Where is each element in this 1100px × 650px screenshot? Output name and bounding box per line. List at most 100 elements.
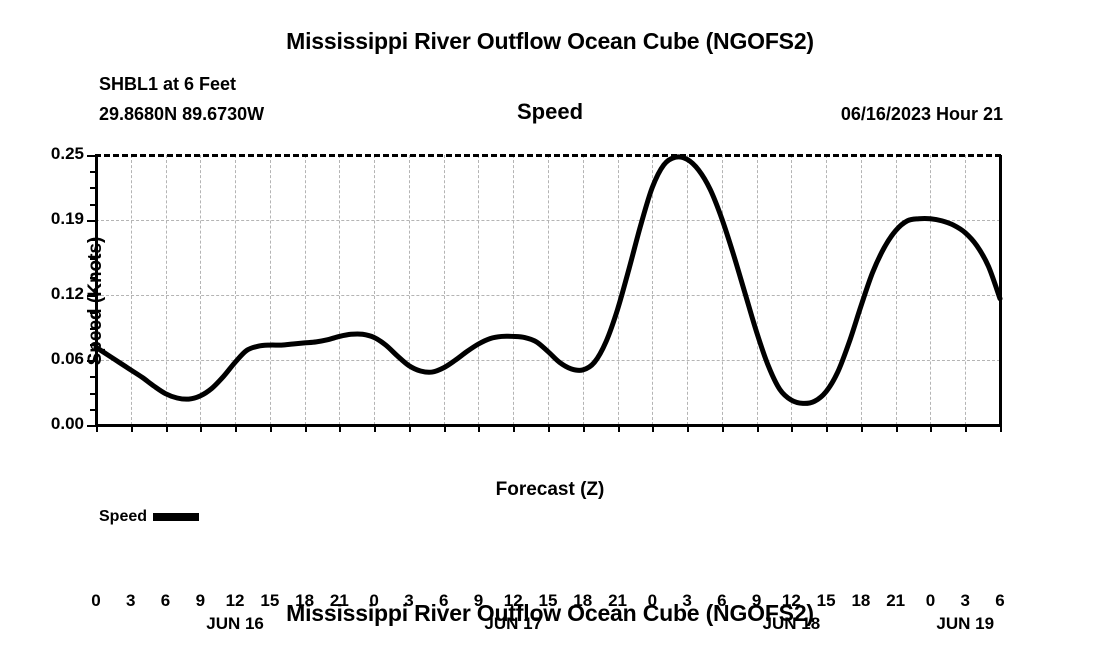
- y-axis-minor-tick: [90, 171, 96, 174]
- x-axis-tick-label: 3: [126, 591, 136, 610]
- y-axis-minor-tick: [90, 203, 96, 206]
- x-axis-tick-label: 15: [816, 591, 836, 610]
- x-axis-tick: [721, 425, 724, 432]
- x-axis-tick-label: 6: [160, 591, 171, 610]
- page-title-bottom: Mississippi River Outflow Ocean Cube (NG…: [286, 600, 814, 626]
- vertical-gridline: [721, 155, 723, 425]
- y-axis-minor-tick: [90, 408, 96, 411]
- x-axis-tick-label: 0: [647, 591, 658, 610]
- x-axis-tick: [617, 425, 620, 432]
- x-axis-tick-label: 21: [608, 591, 627, 610]
- x-axis-tick: [930, 425, 933, 432]
- page-title-top: Mississippi River Outflow Ocean Cube (NG…: [286, 28, 814, 54]
- vertical-gridline: [374, 155, 376, 425]
- y-axis-tick-label: 0.06: [50, 349, 84, 369]
- y-axis-minor-tick: [90, 238, 96, 241]
- x-axis-tick: [1000, 425, 1002, 432]
- vertical-gridline: [548, 155, 549, 425]
- x-axis-tick: [408, 425, 411, 432]
- y-axis-tick: [87, 219, 96, 222]
- y-axis-minor-tick: [90, 311, 96, 314]
- x-axis-tick-label: 0: [369, 591, 379, 610]
- x-axis-tick-label: 12: [225, 591, 245, 610]
- y-axis-minor-tick: [90, 392, 96, 395]
- y-axis-tick-label: 0.19: [50, 208, 84, 228]
- vertical-gridline: [408, 155, 410, 425]
- vertical-gridline: [130, 155, 132, 425]
- vertical-gridline: [443, 155, 445, 425]
- variable-label: Speed: [516, 99, 584, 124]
- x-axis-tick-label: 15: [260, 591, 280, 610]
- x-axis-day-label: JUN 18: [762, 614, 821, 633]
- x-axis-tick: [965, 425, 968, 432]
- x-axis-tick: [130, 425, 133, 432]
- x-axis-tick: [339, 425, 342, 432]
- vertical-gridline: [165, 155, 167, 425]
- x-axis-tick-label: 3: [404, 591, 414, 610]
- x-axis-tick-label: 3: [682, 591, 692, 610]
- x-axis-tick: [791, 425, 794, 432]
- x-axis-tick-label: 6: [995, 591, 1005, 610]
- x-axis-tick: [235, 425, 238, 432]
- vertical-gridline: [791, 155, 793, 425]
- y-axis-minor-tick: [90, 257, 96, 260]
- x-axis-tick-label: 9: [751, 591, 762, 610]
- x-axis-tick-label: 6: [717, 591, 727, 610]
- legend: Speed: [99, 508, 200, 526]
- y-axis-minor-tick: [90, 187, 96, 190]
- x-axis-tick: [96, 425, 98, 432]
- x-axis-tick: [548, 425, 550, 432]
- x-axis-tick: [895, 425, 898, 432]
- horizontal-gridline: [96, 360, 1000, 362]
- x-axis-tick: [304, 425, 307, 432]
- y-axis-tick: [87, 155, 96, 157]
- y-axis-tick: [87, 425, 96, 427]
- vertical-gridline: [304, 155, 306, 425]
- x-axis-tick-label: 9: [473, 591, 484, 610]
- x-axis-tick-label: 12: [781, 591, 801, 610]
- forecast-cycle-label: 06/16/2023 Hour 21: [840, 104, 1003, 124]
- x-axis-tick-label: 18: [851, 591, 871, 610]
- y-axis-tick: [87, 360, 96, 363]
- horizontal-gridline: [96, 295, 1000, 297]
- vertical-gridline: [582, 155, 584, 425]
- x-axis-tick: [860, 425, 863, 432]
- x-axis-day-label: JUN 17: [484, 614, 543, 633]
- plot-border-top: [95, 154, 1001, 157]
- vertical-gridline: [895, 155, 897, 425]
- legend-line-swatch: [153, 513, 200, 521]
- x-axis-tick-label: 21: [329, 591, 349, 610]
- x-axis-tick: [756, 425, 759, 432]
- vertical-gridline: [200, 155, 202, 425]
- x-axis-tick: [443, 425, 446, 432]
- series-svg: [93, 154, 1003, 406]
- x-axis-tick-label: 15: [538, 591, 558, 610]
- x-axis-tick-label: 9: [195, 591, 206, 610]
- vertical-gridline: [652, 155, 654, 425]
- x-axis-tick: [165, 425, 168, 432]
- x-axis-tick: [200, 425, 203, 432]
- station-label: SHBL1 at 6 Feet: [99, 74, 237, 94]
- x-axis-tick-label: 0: [91, 591, 101, 610]
- x-axis-tick-label: 21: [886, 591, 906, 610]
- y-axis-minor-tick: [90, 344, 96, 346]
- vertical-gridline: [756, 155, 758, 425]
- x-axis-tick: [513, 425, 516, 432]
- vertical-gridline: [339, 155, 341, 425]
- x-axis-tick-label: 0: [925, 591, 936, 610]
- x-axis-tick: [374, 425, 377, 432]
- vertical-gridline: [826, 155, 828, 425]
- vertical-gridline: [478, 155, 480, 425]
- vertical-gridline: [235, 155, 237, 425]
- horizontal-gridline: [96, 219, 1000, 221]
- x-axis-tick-label: 6: [438, 591, 449, 610]
- plot-area: 0 3 6 9 12 15 18 21 0 3 6 9 12 15 18 21 0 3 6 9 12 15 18 21 0 3 6 …: [51, 144, 1005, 633]
- plot-border-bottom: [95, 424, 1001, 427]
- y-axis-minor-tick: [90, 327, 96, 330]
- y-axis-tick: [87, 295, 96, 298]
- x-axis-tick: [582, 425, 585, 432]
- vertical-gridline: [930, 155, 932, 425]
- x-axis-tick: [478, 425, 481, 432]
- y-axis-tick-label: 0.12: [50, 284, 84, 304]
